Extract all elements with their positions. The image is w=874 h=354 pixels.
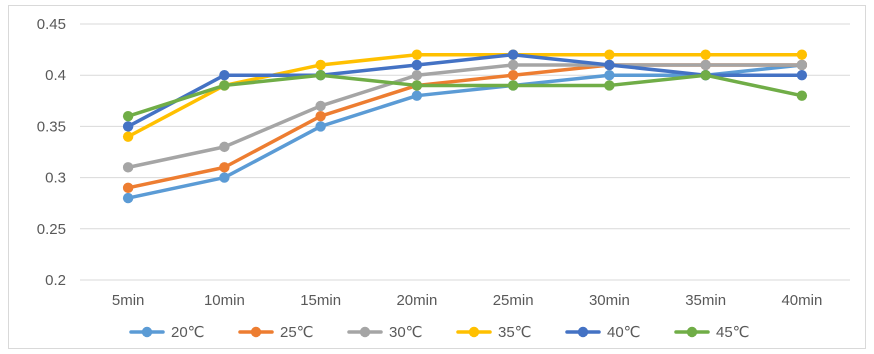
legend-label: 30℃ bbox=[389, 324, 423, 341]
data-point bbox=[315, 100, 326, 112]
x-tick-label: 5min bbox=[112, 292, 145, 309]
y-tick-label: 0.45 bbox=[37, 16, 66, 33]
data-point bbox=[604, 49, 615, 60]
x-axis-ticks: 5min 10min 15min 20min 25min 30min 35min 40min bbox=[112, 292, 822, 309]
data-point bbox=[122, 121, 134, 132]
data-point bbox=[122, 162, 134, 173]
legend-item: 35℃ bbox=[456, 324, 532, 341]
x-tick-label: 40min bbox=[781, 292, 822, 309]
x-tick-label: 30min bbox=[589, 292, 630, 309]
data-point bbox=[315, 59, 326, 71]
data-point bbox=[700, 49, 711, 60]
data-point bbox=[219, 162, 230, 173]
series-line bbox=[126, 52, 804, 129]
series-lines bbox=[122, 49, 808, 204]
legend-label: 25℃ bbox=[280, 324, 314, 341]
x-tick-label: 20min bbox=[396, 292, 437, 309]
legend-marker bbox=[250, 326, 262, 338]
series-6 bbox=[122, 70, 808, 122]
data-point bbox=[411, 49, 423, 60]
data-point bbox=[700, 70, 711, 81]
x-tick-label: 15min bbox=[300, 292, 341, 309]
data-point bbox=[122, 131, 134, 142]
legend-item: 20℃ bbox=[129, 324, 205, 341]
legend-label: 35℃ bbox=[498, 324, 532, 341]
x-tick-label: 10min bbox=[204, 292, 245, 309]
y-tick-label: 0.2 bbox=[45, 272, 66, 289]
legend-item: 30℃ bbox=[347, 324, 423, 341]
data-point bbox=[507, 70, 519, 81]
data-point bbox=[796, 59, 808, 71]
legend-item: 40℃ bbox=[565, 324, 641, 341]
data-point bbox=[796, 90, 808, 101]
data-point bbox=[796, 70, 808, 81]
data-point bbox=[315, 121, 326, 132]
legend-item: 45℃ bbox=[674, 324, 750, 341]
y-tick-label: 0.4 bbox=[45, 67, 66, 84]
data-point bbox=[604, 59, 615, 71]
series-line bbox=[126, 73, 804, 118]
data-point bbox=[507, 49, 519, 60]
y-axis-ticks: 0.45 0.4 0.35 0.3 0.25 0.2 bbox=[37, 16, 66, 289]
data-point bbox=[122, 182, 134, 194]
legend-label: 20℃ bbox=[171, 324, 205, 341]
legend-marker bbox=[359, 326, 371, 338]
legend-marker bbox=[468, 326, 480, 338]
series-line bbox=[126, 63, 804, 170]
y-tick-label: 0.35 bbox=[37, 118, 66, 135]
data-point bbox=[219, 80, 230, 91]
data-point bbox=[315, 110, 326, 122]
legend-marker bbox=[686, 326, 698, 338]
legend-item: 25℃ bbox=[238, 324, 314, 341]
data-point bbox=[122, 110, 134, 122]
legend-marker bbox=[577, 326, 589, 338]
data-point bbox=[411, 59, 423, 71]
data-point bbox=[315, 70, 326, 81]
legend-marker bbox=[141, 326, 153, 338]
legend-label: 40℃ bbox=[607, 324, 641, 341]
data-point bbox=[411, 70, 423, 81]
data-point bbox=[700, 59, 711, 71]
data-point bbox=[507, 59, 519, 71]
series-line bbox=[126, 52, 804, 139]
x-tick-label: 25min bbox=[493, 292, 534, 309]
x-tick-label: 35min bbox=[685, 292, 726, 309]
data-point bbox=[219, 172, 230, 183]
data-point bbox=[411, 90, 423, 101]
data-point bbox=[122, 192, 134, 204]
data-point bbox=[796, 49, 808, 60]
data-point bbox=[219, 70, 230, 81]
y-tick-label: 0.3 bbox=[45, 170, 66, 187]
data-point bbox=[604, 80, 615, 91]
data-point bbox=[219, 141, 230, 153]
data-point bbox=[411, 80, 423, 91]
data-point bbox=[604, 70, 615, 81]
legend-label: 45℃ bbox=[716, 324, 750, 341]
data-point bbox=[507, 80, 519, 91]
legend: 20℃ 25℃ 30℃ 35℃ 40℃ 45℃ bbox=[129, 324, 750, 341]
y-tick-label: 0.25 bbox=[37, 221, 66, 238]
